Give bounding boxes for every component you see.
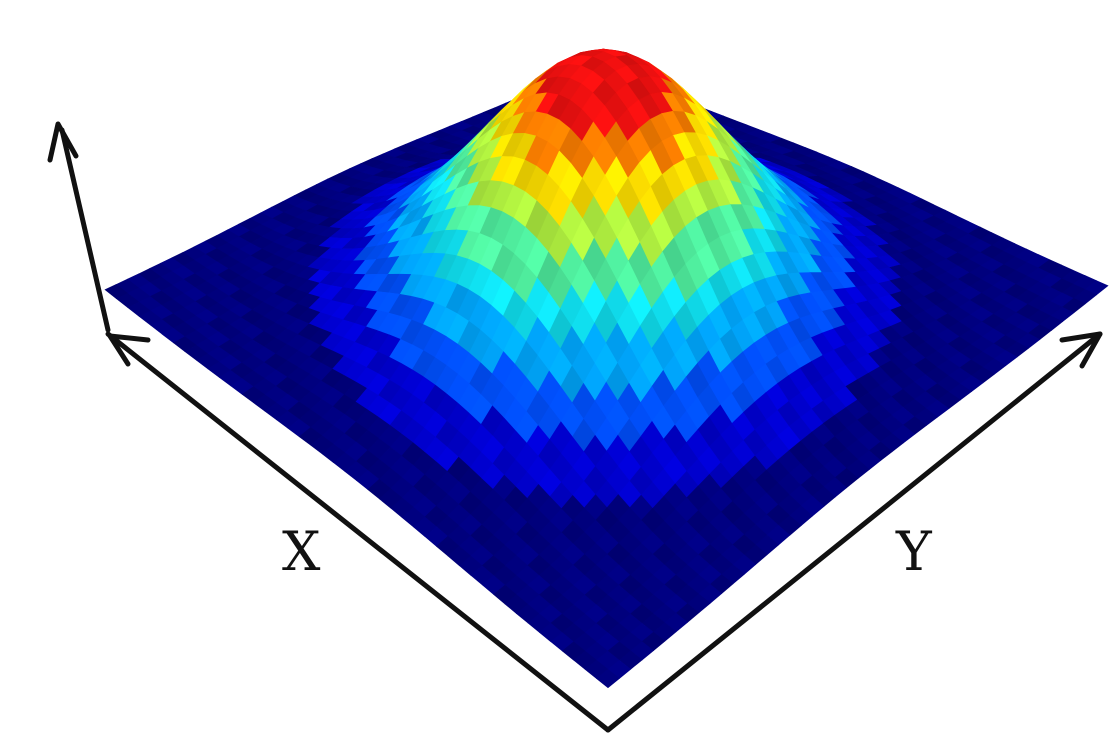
surface-layer — [104, 48, 1109, 689]
y-axis-label: Y — [895, 520, 933, 583]
y-axis — [605, 331, 1103, 733]
z-axis — [59, 127, 111, 333]
z-axis-arrow — [47, 121, 79, 163]
axes-layer: X Y — [47, 121, 1103, 733]
x-axis-label: X — [282, 520, 321, 583]
x-axis — [105, 331, 611, 733]
surface-facet — [596, 669, 620, 689]
y-axis-arrow — [1059, 331, 1103, 369]
x-axis-arrow — [107, 333, 151, 367]
